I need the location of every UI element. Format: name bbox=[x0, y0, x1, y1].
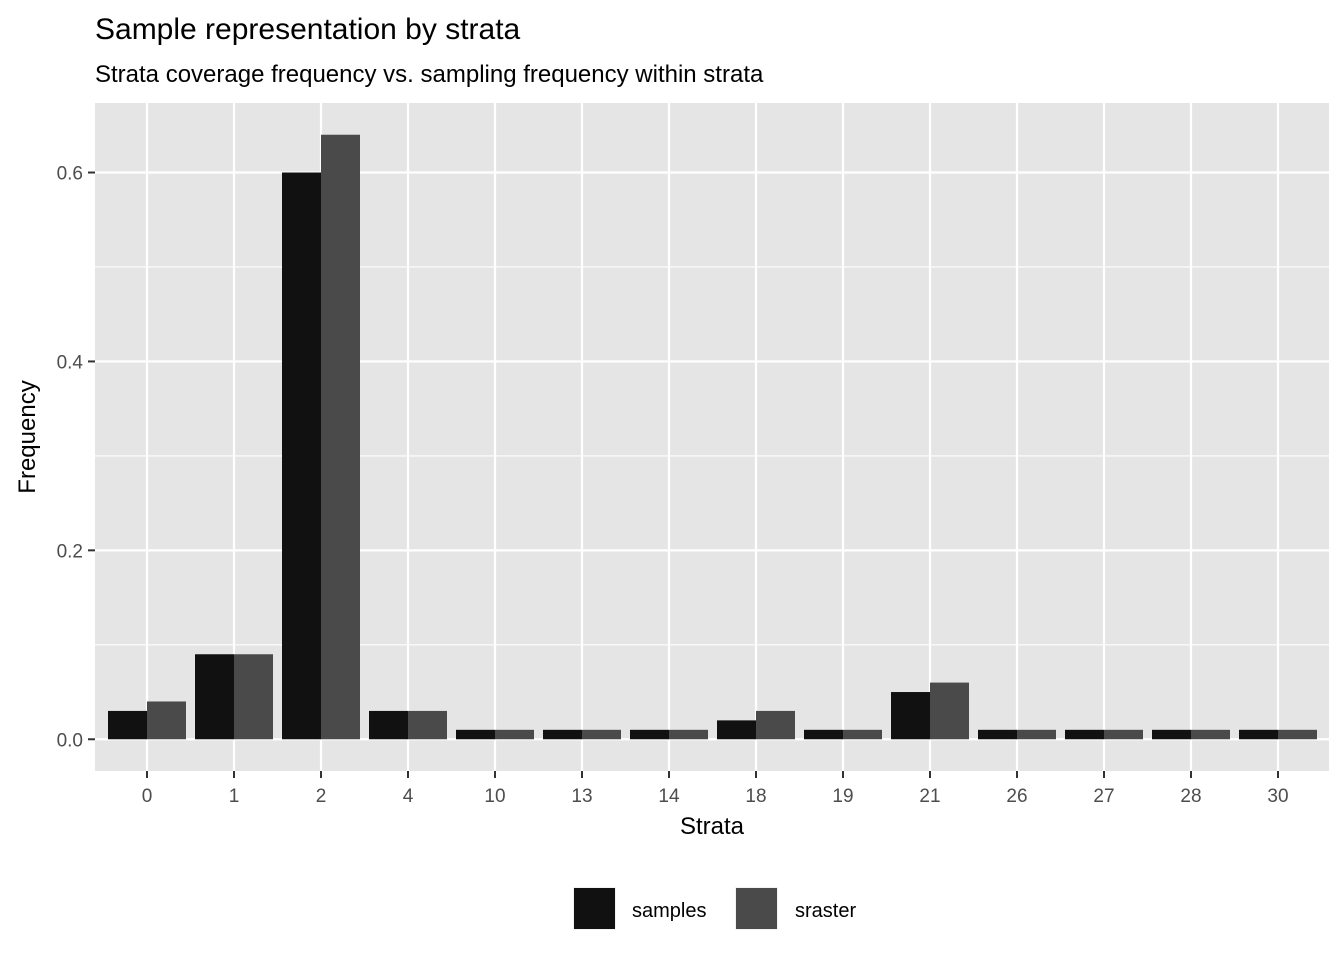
bar-sraster-0 bbox=[147, 701, 186, 740]
x-tick-label: 4 bbox=[403, 786, 414, 807]
bar-samples-1 bbox=[195, 654, 234, 740]
bar-samples-30 bbox=[1239, 729, 1278, 740]
bar-samples-19 bbox=[804, 729, 843, 740]
bar-sraster-30 bbox=[1278, 729, 1317, 740]
x-tick-label: 10 bbox=[484, 786, 505, 807]
y-axis: 0.0 0.2 0.4 0.6 bbox=[57, 164, 95, 751]
x-tick-label: 1 bbox=[229, 786, 240, 807]
chart-subtitle: Strata coverage frequency vs. sampling f… bbox=[95, 61, 764, 88]
bar-sraster-10 bbox=[495, 729, 534, 740]
bar-samples-2 bbox=[282, 172, 321, 740]
plot-panel bbox=[95, 103, 1329, 771]
bar-sraster-19 bbox=[843, 729, 882, 740]
bar-samples-21 bbox=[891, 692, 930, 740]
legend-key-samples bbox=[574, 888, 615, 929]
bar-sraster-2 bbox=[321, 134, 360, 740]
bars-layer bbox=[108, 134, 1317, 740]
bar-sraster-28 bbox=[1191, 729, 1230, 740]
x-tick-label: 18 bbox=[745, 786, 766, 807]
bar-samples-13 bbox=[543, 729, 582, 740]
bar-samples-18 bbox=[717, 720, 756, 740]
y-tick-label: 0.4 bbox=[57, 352, 84, 373]
bar-sraster-27 bbox=[1104, 729, 1143, 740]
x-tick-label: 21 bbox=[919, 786, 940, 807]
bar-samples-4 bbox=[369, 710, 408, 740]
bar-samples-26 bbox=[978, 729, 1017, 740]
x-tick-label: 0 bbox=[142, 786, 153, 807]
x-tick-label: 28 bbox=[1180, 786, 1201, 807]
y-tick-label: 0.0 bbox=[57, 730, 83, 751]
x-tick-label: 26 bbox=[1006, 786, 1027, 807]
chart-title: Sample representation by strata bbox=[95, 13, 521, 46]
legend-label-sraster: sraster bbox=[795, 900, 856, 922]
bar-samples-14 bbox=[630, 729, 669, 740]
x-tick-label: 30 bbox=[1267, 786, 1288, 807]
bar-samples-10 bbox=[456, 729, 495, 740]
bar-sraster-4 bbox=[408, 710, 447, 740]
x-tick-label: 14 bbox=[658, 786, 680, 807]
bar-sraster-21 bbox=[930, 682, 969, 740]
x-axis-title: Strata bbox=[680, 813, 745, 840]
bar-samples-27 bbox=[1065, 729, 1104, 740]
bar-sraster-26 bbox=[1017, 729, 1056, 740]
bar-sraster-18 bbox=[756, 710, 795, 740]
x-tick-label: 2 bbox=[316, 786, 327, 807]
y-tick-label: 0.6 bbox=[57, 164, 83, 185]
bar-sraster-14 bbox=[669, 729, 708, 740]
bar-samples-28 bbox=[1152, 729, 1191, 740]
legend: samples sraster bbox=[573, 887, 856, 930]
bar-sraster-13 bbox=[582, 729, 621, 740]
x-tick-label: 19 bbox=[832, 786, 853, 807]
legend-label-samples: samples bbox=[632, 900, 706, 922]
x-tick-label: 27 bbox=[1093, 786, 1114, 807]
y-tick-label: 0.2 bbox=[57, 541, 83, 562]
y-axis-title: Frequency bbox=[14, 380, 41, 493]
bar-sraster-1 bbox=[234, 654, 273, 740]
legend-key-sraster bbox=[736, 888, 777, 929]
x-tick-label: 13 bbox=[571, 786, 592, 807]
bar-samples-0 bbox=[108, 710, 147, 740]
x-axis: 0 1 2 4 10 13 14 18 19 21 26 27 28 30 bbox=[142, 771, 1289, 807]
